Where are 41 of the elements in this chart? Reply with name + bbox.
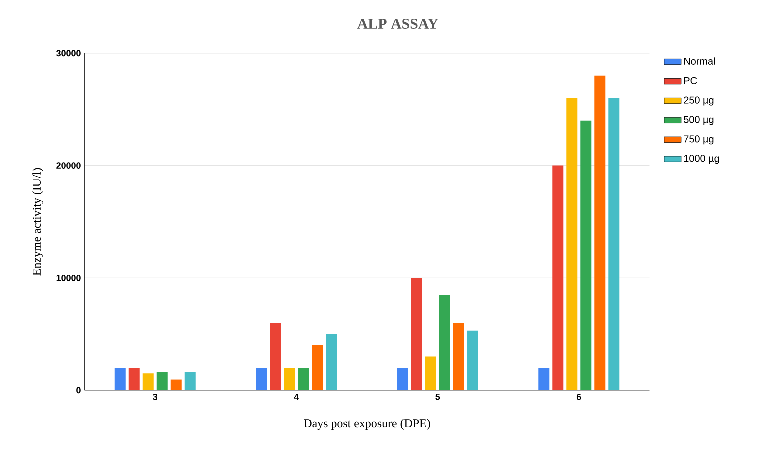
x-axis-title: Days post exposure (DPE) [304, 419, 430, 430]
bar [170, 380, 182, 390]
bar [580, 120, 592, 390]
x-tick-label: 6 [576, 394, 582, 400]
x-tick-label: 3 [153, 394, 158, 400]
y-tick-label: 10000 [56, 274, 81, 282]
bar [608, 98, 620, 390]
bar [284, 368, 296, 390]
bar [184, 372, 196, 390]
legend-label: 500 µg [684, 116, 714, 126]
bar [594, 76, 606, 390]
bar [128, 368, 140, 390]
y-axis-title: Enzyme activity (IU/l) [32, 168, 44, 276]
bar [467, 330, 478, 390]
bar [453, 323, 464, 390]
legend-label: PC [684, 77, 698, 84]
bar [312, 346, 324, 390]
bar [114, 368, 126, 390]
bar [397, 368, 408, 390]
y-tick-label: 20000 [56, 162, 81, 169]
bar [256, 368, 268, 390]
bar [566, 98, 578, 390]
bar [298, 368, 310, 390]
y-tick-label: 0 [76, 387, 81, 394]
legend-label: 1000 µg [684, 155, 720, 164]
bar [326, 334, 338, 390]
bar [439, 294, 450, 390]
bar [142, 374, 154, 390]
bar [552, 166, 564, 390]
bar [425, 356, 436, 390]
x-tick-label: 4 [294, 394, 300, 400]
legend-label: 250 µg [684, 96, 714, 106]
bar [270, 323, 282, 390]
bar [156, 372, 168, 390]
legend-label: 750 µg [684, 136, 714, 145]
y-tick-label: 30000 [56, 50, 81, 57]
legend-label: Normal [684, 58, 716, 65]
bar [411, 278, 422, 390]
x-tick-label: 5 [436, 394, 440, 400]
chart-title: ALP ASSAY [358, 18, 438, 30]
bar [538, 368, 550, 390]
